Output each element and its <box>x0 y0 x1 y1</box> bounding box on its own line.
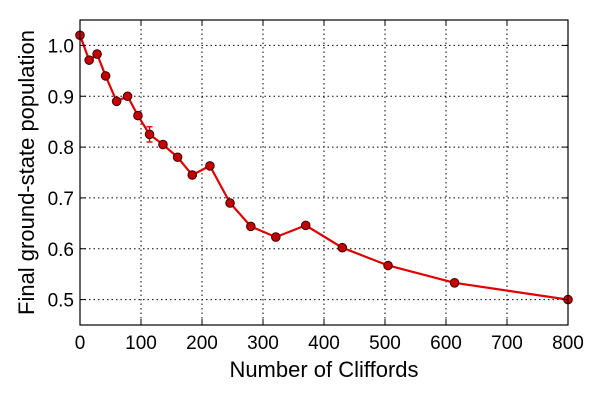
y-axis-label: Final ground-state population <box>14 30 39 315</box>
data-point <box>100 71 111 81</box>
x-tick-label: 700 <box>491 333 523 354</box>
y-tick-label: 0.6 <box>48 240 74 261</box>
data-point <box>158 139 168 150</box>
x-axis-label: Number of Cliffords <box>229 357 418 382</box>
x-tick-label: 100 <box>125 333 157 354</box>
x-tick-label: 0 <box>75 333 86 354</box>
data-point <box>383 260 393 271</box>
y-tick-label: 0.9 <box>48 87 74 108</box>
x-tick-label: 300 <box>247 333 279 354</box>
x-tick-label: 800 <box>552 333 584 354</box>
data-point <box>337 242 348 253</box>
data-point <box>133 110 143 121</box>
data-point <box>187 170 198 180</box>
x-tick-label: 500 <box>369 333 401 354</box>
data-point <box>300 220 311 231</box>
data-point <box>172 152 183 163</box>
x-tick-label: 200 <box>186 333 218 354</box>
data-point <box>205 161 215 171</box>
x-tick-label: 400 <box>308 333 340 354</box>
data-point <box>246 221 256 232</box>
data-point <box>144 129 155 140</box>
axis-ticks: 0 100 200 300 400 500 600 700 800 0.5 0.6 0.7 0.8 0.9… <box>48 20 584 354</box>
data-point <box>271 232 281 242</box>
data-point <box>449 278 460 288</box>
y-tick-label: 0.7 <box>48 189 74 210</box>
data-point <box>111 96 122 107</box>
grid-lines <box>79 20 569 325</box>
data-point <box>84 55 94 65</box>
y-tick-label: 0.8 <box>48 138 74 159</box>
x-tick-label: 600 <box>430 333 462 354</box>
y-tick-label: 1.0 <box>48 36 74 57</box>
data-series <box>75 30 573 305</box>
y-tick-label: 0.5 <box>48 291 74 312</box>
data-point <box>225 198 235 208</box>
data-point <box>122 91 133 102</box>
data-point <box>92 49 102 59</box>
